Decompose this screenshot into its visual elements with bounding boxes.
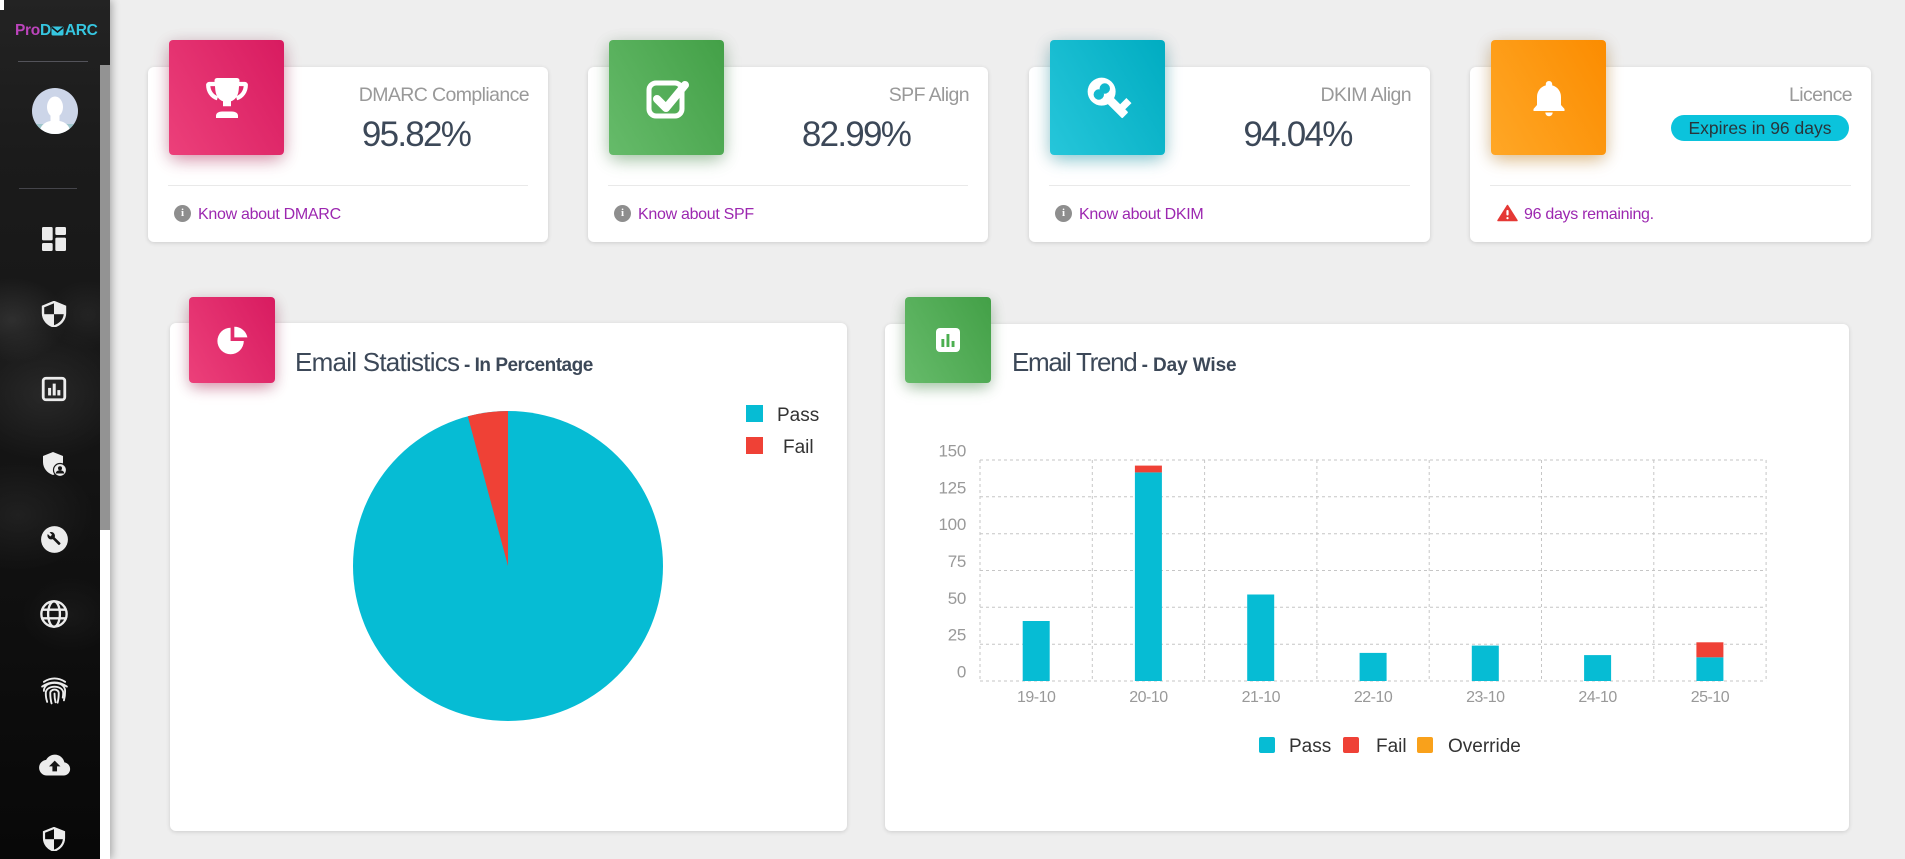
svg-text:19-10: 19-10 bbox=[1017, 689, 1056, 706]
svg-text:20-10: 20-10 bbox=[1129, 689, 1168, 706]
svg-text:75: 75 bbox=[948, 552, 966, 571]
svg-text:Fail: Fail bbox=[783, 437, 814, 458]
svg-text:Pass: Pass bbox=[777, 405, 819, 426]
svg-text:24-10: 24-10 bbox=[1578, 689, 1617, 706]
svg-text:0: 0 bbox=[957, 663, 966, 682]
svg-text:25-10: 25-10 bbox=[1691, 689, 1730, 706]
svg-text:22-10: 22-10 bbox=[1354, 689, 1393, 706]
svg-text:Fail: Fail bbox=[1376, 736, 1407, 757]
svg-text:21-10: 21-10 bbox=[1242, 689, 1281, 706]
svg-text:50: 50 bbox=[948, 589, 966, 608]
svg-text:125: 125 bbox=[939, 478, 966, 497]
svg-text:Pass: Pass bbox=[1289, 736, 1331, 757]
svg-text:150: 150 bbox=[939, 442, 966, 461]
svg-text:23-10: 23-10 bbox=[1466, 689, 1505, 706]
svg-text:25: 25 bbox=[948, 626, 966, 645]
svg-text:100: 100 bbox=[939, 515, 966, 534]
svg-text:Override: Override bbox=[1448, 736, 1521, 757]
